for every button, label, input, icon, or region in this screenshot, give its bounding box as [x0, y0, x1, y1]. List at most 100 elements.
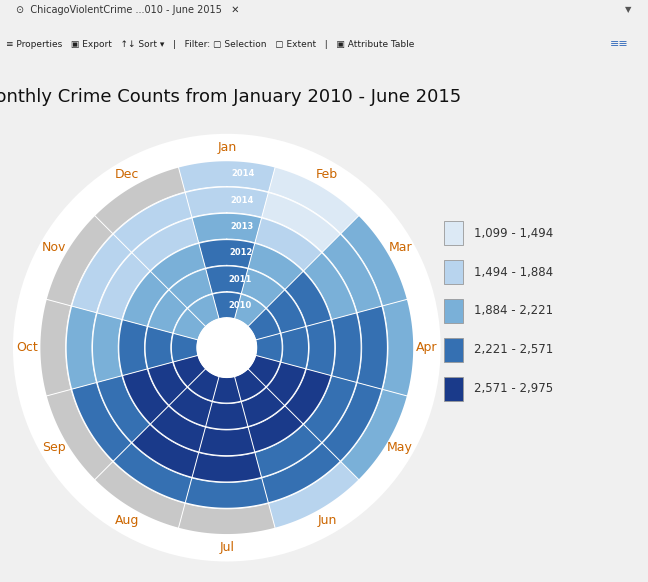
Polygon shape	[341, 389, 407, 480]
Polygon shape	[151, 406, 205, 452]
Polygon shape	[268, 462, 358, 528]
Polygon shape	[98, 253, 150, 320]
Text: Aug: Aug	[115, 514, 139, 527]
Text: Jul: Jul	[219, 541, 235, 554]
Polygon shape	[123, 272, 168, 327]
Text: Apr: Apr	[416, 341, 437, 354]
Text: Jun: Jun	[317, 514, 336, 527]
FancyBboxPatch shape	[444, 377, 463, 400]
Polygon shape	[93, 313, 122, 382]
Text: 1,099 - 1,494: 1,099 - 1,494	[474, 227, 553, 240]
Text: Dec: Dec	[115, 168, 139, 181]
Polygon shape	[188, 368, 219, 400]
Polygon shape	[148, 362, 187, 405]
Polygon shape	[322, 382, 382, 461]
Polygon shape	[285, 369, 330, 424]
Polygon shape	[188, 294, 219, 327]
Polygon shape	[213, 377, 241, 403]
Polygon shape	[213, 293, 241, 319]
Polygon shape	[174, 309, 206, 340]
Polygon shape	[304, 376, 356, 442]
Polygon shape	[262, 443, 340, 502]
Polygon shape	[235, 368, 266, 400]
Polygon shape	[192, 214, 261, 243]
Text: ▼: ▼	[625, 5, 632, 14]
Polygon shape	[255, 218, 321, 271]
Text: ≡≡: ≡≡	[610, 39, 629, 49]
Polygon shape	[281, 327, 308, 368]
FancyBboxPatch shape	[444, 338, 463, 362]
Polygon shape	[123, 369, 168, 424]
Text: Monthly Crime Counts from January 2010 - June 2015: Monthly Crime Counts from January 2010 -…	[0, 87, 461, 105]
Polygon shape	[332, 313, 360, 382]
Polygon shape	[262, 193, 340, 252]
Polygon shape	[67, 306, 97, 389]
Polygon shape	[248, 244, 303, 289]
Polygon shape	[192, 453, 261, 481]
Polygon shape	[151, 244, 205, 289]
Polygon shape	[146, 327, 172, 368]
FancyBboxPatch shape	[444, 299, 463, 323]
Polygon shape	[148, 290, 187, 333]
Text: 2,571 - 2,975: 2,571 - 2,975	[474, 382, 553, 395]
Text: 2010: 2010	[228, 301, 251, 310]
Polygon shape	[179, 161, 275, 192]
Polygon shape	[304, 253, 356, 320]
Polygon shape	[40, 299, 71, 396]
Polygon shape	[248, 406, 303, 452]
Polygon shape	[248, 356, 280, 386]
Text: Feb: Feb	[316, 168, 338, 181]
Text: Nov: Nov	[41, 241, 65, 254]
Text: ⊙  ChicagoViolentCrime ...010 - June 2015   ✕: ⊙ ChicagoViolentCrime ...010 - June 2015…	[16, 5, 240, 15]
Polygon shape	[382, 299, 413, 396]
Polygon shape	[285, 272, 330, 327]
Polygon shape	[72, 235, 132, 313]
Polygon shape	[95, 462, 185, 528]
Polygon shape	[72, 382, 132, 461]
Text: 2011: 2011	[229, 275, 252, 283]
Text: May: May	[387, 441, 413, 454]
Polygon shape	[98, 376, 150, 442]
Polygon shape	[119, 320, 147, 375]
FancyBboxPatch shape	[444, 260, 463, 284]
Polygon shape	[248, 309, 280, 340]
Polygon shape	[113, 443, 192, 502]
Polygon shape	[307, 320, 334, 375]
Text: ≡ Properties   ▣ Export   ↑↓ Sort ▾   |   Filter: ▢ Selection   ▢ Extent   |   ▣: ≡ Properties ▣ Export ↑↓ Sort ▾ | Filter…	[6, 40, 415, 49]
Text: 2012: 2012	[229, 249, 253, 257]
Text: Oct: Oct	[16, 341, 38, 354]
Text: Sep: Sep	[41, 441, 65, 454]
Text: 2013: 2013	[230, 222, 253, 231]
Polygon shape	[113, 193, 192, 252]
Polygon shape	[47, 216, 113, 306]
Polygon shape	[95, 168, 185, 233]
Polygon shape	[255, 333, 282, 362]
Text: Mar: Mar	[388, 241, 412, 254]
Polygon shape	[185, 187, 268, 217]
Text: 2,221 - 2,571: 2,221 - 2,571	[474, 343, 553, 356]
Polygon shape	[206, 402, 248, 429]
Polygon shape	[47, 389, 113, 480]
Polygon shape	[132, 424, 199, 477]
Polygon shape	[341, 216, 407, 306]
FancyBboxPatch shape	[444, 221, 463, 246]
Polygon shape	[199, 240, 255, 268]
Polygon shape	[169, 387, 213, 426]
Polygon shape	[169, 269, 213, 308]
Text: 2014: 2014	[231, 169, 255, 179]
Polygon shape	[322, 235, 382, 313]
Polygon shape	[174, 356, 206, 386]
Polygon shape	[132, 218, 199, 271]
Polygon shape	[241, 387, 284, 426]
Polygon shape	[255, 424, 321, 477]
Polygon shape	[235, 294, 266, 327]
Polygon shape	[206, 267, 248, 293]
Polygon shape	[179, 503, 275, 534]
Text: 2014: 2014	[231, 196, 254, 205]
Text: 1,884 - 2,221: 1,884 - 2,221	[474, 304, 553, 318]
Polygon shape	[266, 290, 305, 333]
Polygon shape	[357, 306, 387, 389]
Polygon shape	[197, 318, 257, 377]
Polygon shape	[266, 362, 305, 405]
Polygon shape	[199, 427, 255, 455]
